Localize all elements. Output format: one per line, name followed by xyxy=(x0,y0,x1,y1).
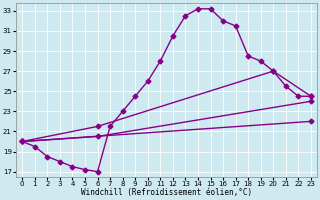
X-axis label: Windchill (Refroidissement éolien,°C): Windchill (Refroidissement éolien,°C) xyxy=(81,188,252,197)
